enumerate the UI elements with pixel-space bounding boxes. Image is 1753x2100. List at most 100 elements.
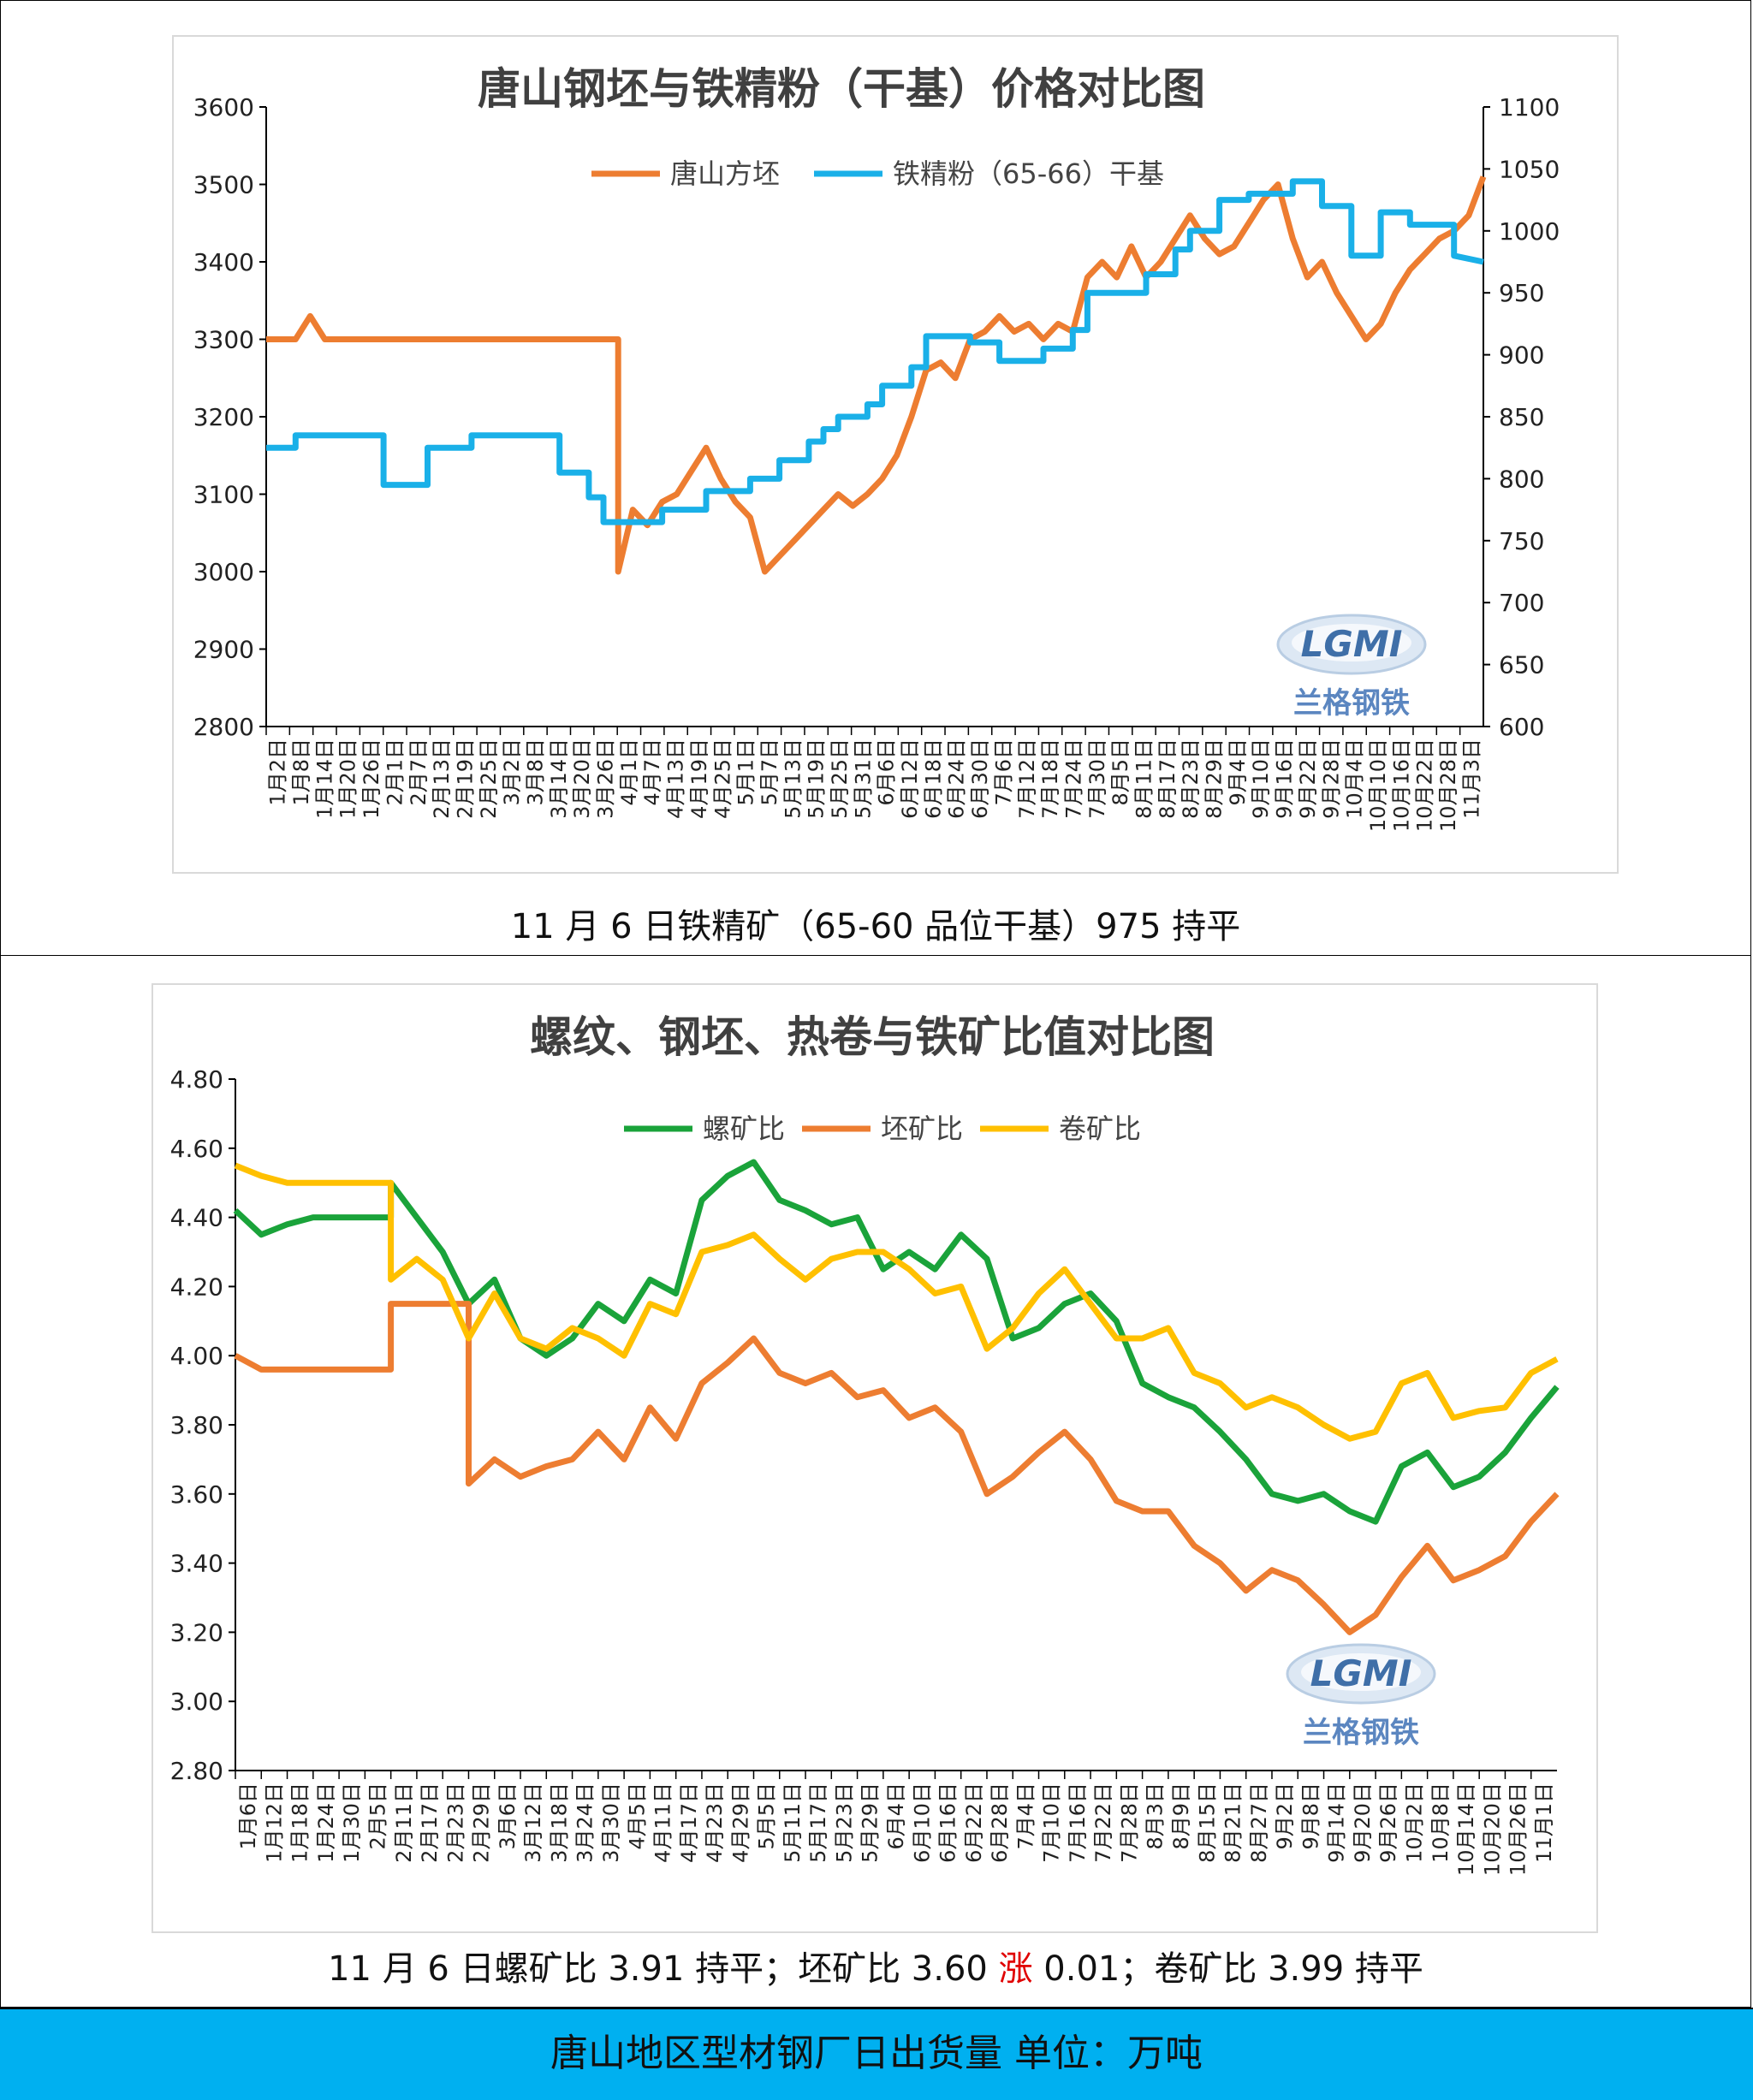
x-tick-label: 2月29日 (470, 1783, 494, 1863)
ratio-caption: 11 月 6 日螺矿比 3.91 持平；坯矿比 3.60 涨 0.01；卷矿比 … (1, 1943, 1750, 1995)
series-line-3 (234, 1162, 1559, 1442)
y-tick-label-right: 750 (1499, 527, 1544, 555)
x-tick-label: 2月1日 (383, 739, 407, 806)
y-tick-label-right: 1100 (1499, 93, 1560, 122)
legend-label-2: 铁精粉（65-66）干基 (893, 157, 1164, 190)
y-tick-label-left: 3500 (193, 171, 254, 199)
x-tick-label: 3月24日 (573, 1783, 597, 1863)
x-tick-label: 10月4日 (1343, 739, 1367, 819)
series-line-1 (266, 175, 1487, 575)
x-tick-label: 5月31日 (851, 739, 875, 819)
x-tick-label: 6月22日 (962, 1783, 986, 1863)
x-tick-label: 6月30日 (968, 739, 992, 819)
x-tick-label: 8月23日 (1179, 739, 1203, 819)
x-tick-label: 7月16日 (1066, 1783, 1090, 1863)
ratio-caption-after: 0.01；卷矿比 3.99 持平 (1032, 1949, 1423, 1989)
y-tick-label-left: 4.40 (170, 1204, 223, 1232)
x-tick-label: 8月5日 (1108, 739, 1132, 806)
chart-frame-2: 螺纹、钢坯、热卷与铁矿比值对比图 2.80 3.00 3.20 3.40 3.60 3.80… (152, 983, 1598, 1933)
x-tick-label: 8月3日 (1144, 1783, 1168, 1850)
x-tick-label: 2月5日 (366, 1783, 390, 1850)
x-tick-label: 8月17日 (1156, 739, 1180, 819)
x-tick-label: 9月14日 (1325, 1783, 1349, 1863)
x-tick-label: 6月12日 (898, 739, 922, 819)
ratio-comparison-chart: 螺纹、钢坯、热卷与铁矿比值对比图 2.80 3.00 3.20 3.40 3.60 3.80… (170, 1012, 1560, 1876)
rise-indicator: 涨 (998, 1949, 1033, 1989)
x-tick-label: 4月19日 (687, 739, 711, 819)
y-tick-label-left: 3.20 (170, 1618, 223, 1646)
x-tick-label: 3月18日 (547, 1783, 571, 1863)
chart-frame-1: 唐山钢坯与铁精粉（干基）价格对比图 2800 2900 3000 3100 3200 330… (172, 35, 1619, 874)
x-tick-label: 8月9日 (1169, 1783, 1193, 1850)
x-tick-label: 3月8日 (523, 739, 547, 806)
iron-concentrate-caption: 11 月 6 日铁精矿（65-60 品位干基）975 持平 (510, 907, 1241, 946)
x-tick-label: 10月28日 (1436, 739, 1460, 832)
x-tick-label: 2月13日 (430, 739, 454, 819)
x-tick-label: 10月22日 (1413, 739, 1437, 832)
y-tick-label-right: 900 (1499, 341, 1544, 370)
legend-label-1: 螺矿比 (703, 1112, 785, 1145)
x-tick-label: 3月12日 (521, 1783, 545, 1863)
x-tick-label: 1月20日 (336, 739, 360, 819)
y-tick-label-left: 4.00 (170, 1342, 223, 1370)
x-tick-label: 6月16日 (936, 1783, 960, 1863)
x-tick-label: 10月2日 (1402, 1783, 1426, 1863)
x-tick-label: 11月3日 (1459, 739, 1483, 819)
chart-title: 螺纹、钢坯、热卷与铁矿比值对比图 (530, 1012, 1215, 1062)
chart-panel-1: 唐山钢坯与铁精粉（干基）价格对比图 2800 2900 3000 3100 3200 330… (0, 0, 1751, 956)
x-tick-label: 1月18日 (288, 1783, 312, 1863)
x-tick-label: 5月25日 (828, 739, 852, 819)
legend-label-1: 唐山方坯 (670, 157, 780, 190)
x-tick-label: 7月28日 (1117, 1783, 1141, 1863)
x-tick-label: 9月26日 (1376, 1783, 1400, 1863)
ratio-caption-before: 11 月 6 日螺矿比 3.91 持平；坯矿比 3.60 (328, 1949, 999, 1989)
x-tick-label: 3月30日 (599, 1783, 623, 1863)
x-tick-label: 6月24日 (945, 739, 969, 819)
x-tick-label: 1月14日 (312, 739, 336, 819)
chart-panel-2: 螺纹、钢坯、热卷与铁矿比值对比图 2.80 3.00 3.20 3.40 3.60 3.80… (0, 955, 1751, 2008)
series-line-2 (266, 178, 1484, 525)
x-tick-label: 9月20日 (1351, 1783, 1375, 1863)
x-tick-label: 4月29日 (728, 1783, 752, 1863)
shipment-banner: 唐山地区型材钢厂日出货量 单位：万吨 (0, 2008, 1753, 2100)
x-tick-label: 3月2日 (500, 739, 524, 806)
x-tick-label: 7月4日 (1013, 1783, 1037, 1850)
x-tick-label: 6月4日 (884, 1783, 908, 1850)
x-tick-label: 2月23日 (443, 1783, 467, 1863)
lgmi-logo-icon: LGMI 兰格钢铁 (1276, 614, 1427, 721)
y-tick-label-right: 600 (1499, 713, 1544, 741)
x-tick-label: 1月12日 (262, 1783, 286, 1863)
x-tick-label: 8月29日 (1203, 739, 1227, 819)
x-tick-label: 9月8日 (1298, 1783, 1322, 1850)
x-tick-label: 8月27日 (1247, 1783, 1271, 1863)
x-tick-label: 4月7日 (640, 739, 664, 806)
logo-mark: LGMI (1301, 623, 1403, 665)
x-tick-label: 9月28日 (1319, 739, 1343, 819)
x-tick-label: 2月11日 (392, 1783, 416, 1863)
logo-name: 兰格钢铁 (1303, 1716, 1419, 1750)
x-tick-label: 9月10日 (1249, 739, 1273, 819)
x-tick-label: 3月26日 (594, 739, 618, 819)
x-tick-label: 5月29日 (859, 1783, 882, 1863)
x-tick-label: 5月17日 (806, 1783, 830, 1863)
x-tick-label: 7月6日 (991, 739, 1015, 806)
y-tick-label-left: 2800 (193, 713, 254, 741)
x-tick-label: 2月19日 (453, 739, 477, 819)
x-tick-label: 5月1日 (734, 739, 758, 806)
y-tick-label-right: 650 (1499, 651, 1544, 679)
y-tick-label-left: 2.80 (170, 1757, 223, 1785)
x-tick-label: 4月1日 (617, 739, 641, 806)
x-tick-label: 8月21日 (1221, 1783, 1245, 1863)
y-tick-label-left: 4.60 (170, 1135, 223, 1163)
x-tick-label: 8月15日 (1195, 1783, 1219, 1863)
x-tick-label: 4月23日 (703, 1783, 727, 1863)
chart-title: 唐山钢坯与铁精粉（干基）价格对比图 (478, 64, 1205, 114)
x-tick-label: 1月30日 (340, 1783, 364, 1863)
x-tick-label: 4月5日 (625, 1783, 649, 1850)
x-tick-label: 9月16日 (1273, 739, 1297, 819)
y-tick-label-left: 3.40 (170, 1550, 223, 1578)
price-comparison-chart: 唐山钢坯与铁精粉（干基）价格对比图 2800 2900 3000 3100 3200 330… (193, 64, 1560, 832)
legend-label-2: 坯矿比 (881, 1112, 963, 1145)
x-tick-label: 2月7日 (407, 739, 431, 806)
x-tick-label: 6月10日 (910, 1783, 934, 1863)
